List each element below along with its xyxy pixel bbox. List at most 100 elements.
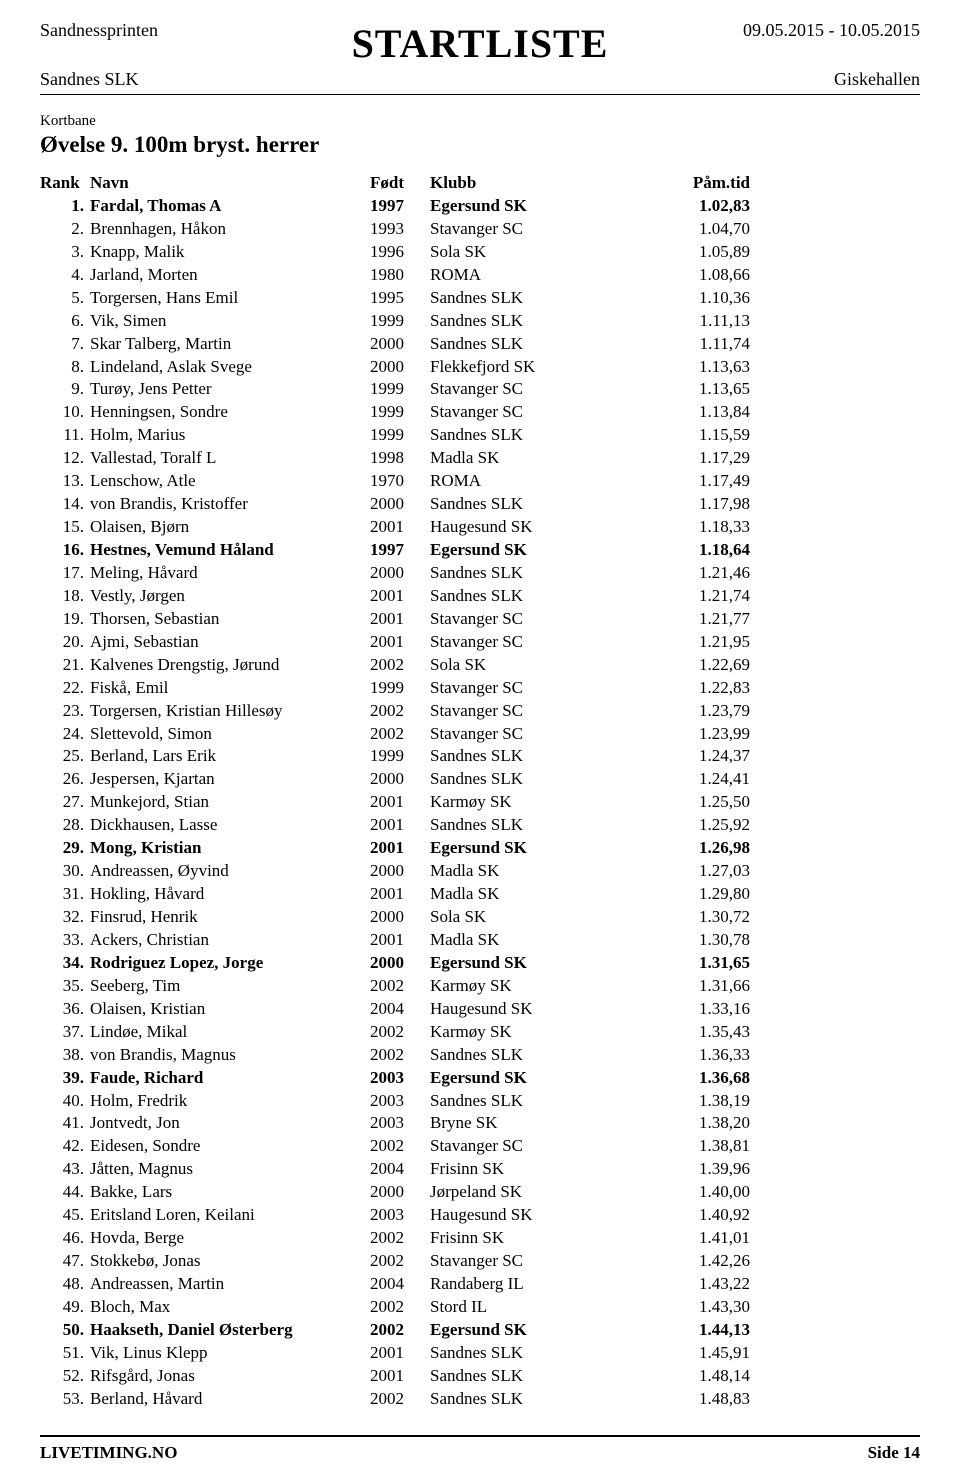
cell-rank: 52.	[40, 1365, 90, 1388]
cell-club: Sandnes SLK	[430, 310, 630, 333]
cell-name: Jåtten, Magnus	[90, 1158, 370, 1181]
cell-club: Jørpeland SK	[430, 1181, 630, 1204]
cell-rank: 19.	[40, 608, 90, 631]
cell-club: Stavanger SC	[430, 218, 630, 241]
cell-born: 2002	[370, 700, 430, 723]
cell-time: 1.22,83	[630, 677, 750, 700]
table-row: 20.Ajmi, Sebastian2001Stavanger SC1.21,9…	[40, 631, 920, 654]
cell-born: 2000	[370, 860, 430, 883]
cell-club: Madla SK	[430, 447, 630, 470]
cell-time: 1.31,65	[630, 952, 750, 975]
cell-born: 2002	[370, 1021, 430, 1044]
cell-name: Mong, Kristian	[90, 837, 370, 860]
cell-born: 2001	[370, 837, 430, 860]
page-footer: LIVETIMING.NO Side 14	[40, 1435, 920, 1463]
cell-name: Kalvenes Drengstig, Jørund	[90, 654, 370, 677]
table-row: 36.Olaisen, Kristian2004Haugesund SK1.33…	[40, 998, 920, 1021]
cell-born: 2000	[370, 356, 430, 379]
table-row: 51.Vik, Linus Klepp2001Sandnes SLK1.45,9…	[40, 1342, 920, 1365]
date-range: 09.05.2015 - 10.05.2015	[640, 20, 920, 41]
cell-born: 2000	[370, 493, 430, 516]
cell-rank: 42.	[40, 1135, 90, 1158]
table-row: 7.Skar Talberg, Martin2000Sandnes SLK1.1…	[40, 333, 920, 356]
cell-name: Stokkebø, Jonas	[90, 1250, 370, 1273]
cell-rank: 33.	[40, 929, 90, 952]
table-row: 3.Knapp, Malik1996Sola SK1.05,89	[40, 241, 920, 264]
cell-time: 1.04,70	[630, 218, 750, 241]
cell-time: 1.45,91	[630, 1342, 750, 1365]
cell-club: Sandnes SLK	[430, 814, 630, 837]
table-row: 14.von Brandis, Kristoffer2000Sandnes SL…	[40, 493, 920, 516]
cell-born: 2001	[370, 516, 430, 539]
cell-club: Bryne SK	[430, 1112, 630, 1135]
table-row: 27.Munkejord, Stian2001Karmøy SK1.25,50	[40, 791, 920, 814]
cell-name: Finsrud, Henrik	[90, 906, 370, 929]
cell-born: 2002	[370, 723, 430, 746]
cell-club: Flekkefjord SK	[430, 356, 630, 379]
cell-rank: 50.	[40, 1319, 90, 1342]
cell-rank: 48.	[40, 1273, 90, 1296]
cell-time: 1.18,33	[630, 516, 750, 539]
cell-time: 1.25,50	[630, 791, 750, 814]
cell-name: Jontvedt, Jon	[90, 1112, 370, 1135]
cell-name: Turøy, Jens Petter	[90, 378, 370, 401]
cell-time: 1.17,49	[630, 470, 750, 493]
table-row: 12.Vallestad, Toralf L1998Madla SK1.17,2…	[40, 447, 920, 470]
cell-born: 2004	[370, 1273, 430, 1296]
cell-name: Olaisen, Bjørn	[90, 516, 370, 539]
cell-name: Berland, Lars Erik	[90, 745, 370, 768]
cell-time: 1.44,13	[630, 1319, 750, 1342]
cell-club: Egersund SK	[430, 195, 630, 218]
cell-born: 1997	[370, 195, 430, 218]
cell-name: Torgersen, Hans Emil	[90, 287, 370, 310]
cell-club: Haugesund SK	[430, 1204, 630, 1227]
cell-name: Vestly, Jørgen	[90, 585, 370, 608]
cell-name: Jarland, Morten	[90, 264, 370, 287]
cell-rank: 10.	[40, 401, 90, 424]
col-time: Påm.tid	[630, 172, 750, 195]
cell-born: 2001	[370, 1365, 430, 1388]
table-row: 38.von Brandis, Magnus2002Sandnes SLK1.3…	[40, 1044, 920, 1067]
cell-born: 1996	[370, 241, 430, 264]
table-row: 30.Andreassen, Øyvind2000Madla SK1.27,03	[40, 860, 920, 883]
table-row: 17.Meling, Håvard2000Sandnes SLK1.21,46	[40, 562, 920, 585]
table-row: 23.Torgersen, Kristian Hillesøy2002Stava…	[40, 700, 920, 723]
cell-time: 1.38,81	[630, 1135, 750, 1158]
cell-rank: 26.	[40, 768, 90, 791]
cell-club: Sandnes SLK	[430, 1388, 630, 1411]
cell-time: 1.11,13	[630, 310, 750, 333]
startlist-table: Rank Navn Født Klubb Påm.tid 1.Fardal, T…	[40, 172, 920, 1411]
cell-rank: 22.	[40, 677, 90, 700]
page-header: Sandnessprinten STARTLISTE 09.05.2015 - …	[40, 20, 920, 67]
cell-club: Sandnes SLK	[430, 1090, 630, 1113]
cell-name: Olaisen, Kristian	[90, 998, 370, 1021]
cell-born: 2002	[370, 1227, 430, 1250]
cell-born: 1999	[370, 310, 430, 333]
cell-name: Holm, Marius	[90, 424, 370, 447]
table-row: 48.Andreassen, Martin2004Randaberg IL1.4…	[40, 1273, 920, 1296]
cell-born: 2001	[370, 631, 430, 654]
table-row: 41.Jontvedt, Jon2003Bryne SK1.38,20	[40, 1112, 920, 1135]
cell-rank: 49.	[40, 1296, 90, 1319]
cell-time: 1.30,78	[630, 929, 750, 952]
cell-time: 1.48,83	[630, 1388, 750, 1411]
cell-born: 2000	[370, 1181, 430, 1204]
cell-rank: 41.	[40, 1112, 90, 1135]
cell-club: Haugesund SK	[430, 516, 630, 539]
cell-club: Frisinn SK	[430, 1227, 630, 1250]
cell-rank: 9.	[40, 378, 90, 401]
cell-time: 1.31,66	[630, 975, 750, 998]
cell-club: Stavanger SC	[430, 677, 630, 700]
cell-club: Sola SK	[430, 241, 630, 264]
cell-rank: 32.	[40, 906, 90, 929]
table-row: 47.Stokkebø, Jonas2002Stavanger SC1.42,2…	[40, 1250, 920, 1273]
table-row: 6.Vik, Simen1999Sandnes SLK1.11,13	[40, 310, 920, 333]
cell-name: Rodriguez Lopez, Jorge	[90, 952, 370, 975]
table-row: 49.Bloch, Max2002Stord IL1.43,30	[40, 1296, 920, 1319]
table-row: 29.Mong, Kristian2001Egersund SK1.26,98	[40, 837, 920, 860]
cell-time: 1.21,46	[630, 562, 750, 585]
cell-time: 1.36,68	[630, 1067, 750, 1090]
cell-name: Munkejord, Stian	[90, 791, 370, 814]
cell-born: 2000	[370, 333, 430, 356]
cell-name: Rifsgård, Jonas	[90, 1365, 370, 1388]
